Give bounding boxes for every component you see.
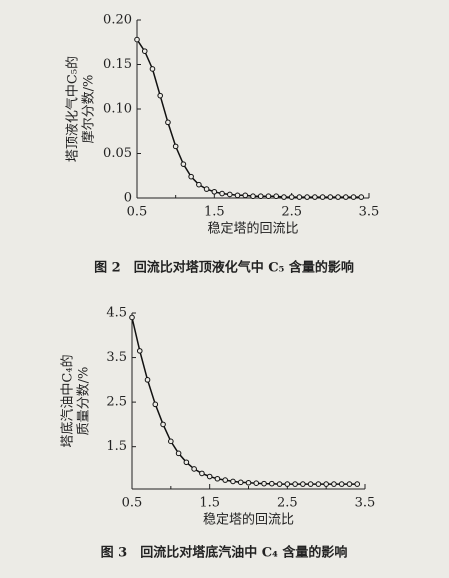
data-point (175, 450, 182, 457)
data-point (250, 193, 256, 200)
data-point (257, 193, 264, 200)
data-point (234, 192, 241, 199)
data-point (307, 481, 314, 487)
y-axis-label: 摩尔分数/% (81, 75, 97, 144)
data-point (253, 480, 260, 487)
x-axis-label: 稳定塔的回流比 (203, 512, 294, 528)
y-tick-label: 0.05 (103, 146, 132, 161)
data-point (323, 481, 329, 487)
caption: 图 3 回流比对塔底汽油中 C₄ 含量的影响 (101, 545, 348, 561)
data-point (312, 194, 318, 200)
data-point (219, 190, 225, 197)
x-tick-label: 0.5 (127, 205, 148, 220)
data-point (284, 481, 291, 487)
data-point (276, 481, 283, 487)
data-point (136, 348, 143, 354)
data-point (354, 481, 361, 487)
data-point (141, 48, 148, 54)
data-point (358, 194, 365, 200)
data-point (196, 181, 202, 188)
data-point (315, 481, 322, 487)
data-point (304, 194, 310, 200)
data-point (183, 459, 190, 466)
data-point (180, 161, 187, 167)
data-point (172, 143, 179, 150)
data-point (292, 481, 298, 487)
data-point (152, 401, 159, 408)
x-tick-label: 2.5 (281, 205, 302, 220)
data-point (214, 475, 221, 482)
caption: 图 2 回流比对塔顶液化气中 C₅ 含量的影响 (94, 260, 354, 276)
y-tick-label: 3.5 (106, 350, 127, 365)
y-tick-label: 0 (124, 191, 132, 206)
data-point (343, 194, 349, 200)
x-tick-label: 0.5 (122, 496, 143, 511)
data-point (157, 92, 163, 99)
data-point (288, 194, 295, 200)
data-point (222, 477, 228, 483)
data-point (165, 119, 171, 126)
data-point (144, 377, 151, 383)
data-point (129, 314, 135, 321)
data-point (245, 479, 252, 486)
data-point (206, 473, 213, 480)
x-tick-label: 3.5 (355, 496, 376, 511)
y-axis-label: 塔底汽油中C₄的 (60, 354, 76, 447)
y-tick-label: 0.20 (103, 13, 132, 28)
y-axis-label: 塔顶液化气中C₅的 (65, 56, 81, 162)
data-point (265, 193, 272, 200)
x-tick-label: 1.5 (199, 496, 220, 511)
data-point (331, 481, 337, 487)
y-tick-label: 2.5 (106, 395, 127, 410)
data-point (188, 173, 194, 180)
data-point (319, 194, 326, 200)
x-axis-label: 稳定塔的回流比 (207, 221, 298, 237)
data-point (230, 478, 236, 485)
x-tick-label: 2.5 (277, 496, 298, 511)
y-tick-label: 0.15 (103, 57, 132, 72)
y-tick-label: 4.5 (106, 306, 127, 321)
data-point (338, 481, 345, 487)
data-point (335, 194, 341, 200)
data-point (242, 192, 249, 199)
data-point (327, 194, 334, 200)
data-point (203, 186, 210, 192)
x-tick-label: 3.5 (359, 205, 380, 220)
y-tick-label: 1.5 (106, 439, 127, 454)
data-point (281, 194, 287, 200)
data-point (227, 191, 233, 198)
series-line (136, 39, 362, 198)
data-point (261, 480, 267, 487)
data-point (350, 194, 357, 200)
data-point (269, 480, 275, 487)
data-point (237, 479, 244, 486)
data-point (149, 66, 156, 72)
data-point (199, 470, 205, 477)
data-point (346, 481, 353, 487)
data-point (160, 421, 166, 428)
y-axis-label: 质量分数/% (77, 367, 92, 436)
data-point (300, 481, 306, 487)
y-tick-label: 0.10 (103, 102, 132, 117)
data-point (168, 438, 174, 445)
series-line (131, 317, 358, 485)
data-point (191, 466, 197, 472)
x-tick-label: 1.5 (204, 205, 225, 220)
data-point (134, 36, 140, 43)
data-point (296, 194, 303, 200)
data-point (211, 188, 218, 195)
data-point (273, 193, 280, 200)
